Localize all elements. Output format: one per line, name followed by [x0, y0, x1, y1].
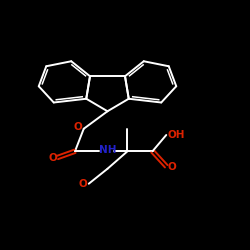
Text: NH: NH — [99, 145, 116, 155]
Text: OH: OH — [167, 130, 184, 140]
Text: O: O — [168, 162, 176, 172]
Text: O: O — [74, 122, 82, 132]
Text: O: O — [79, 179, 88, 189]
Text: O: O — [48, 153, 57, 163]
